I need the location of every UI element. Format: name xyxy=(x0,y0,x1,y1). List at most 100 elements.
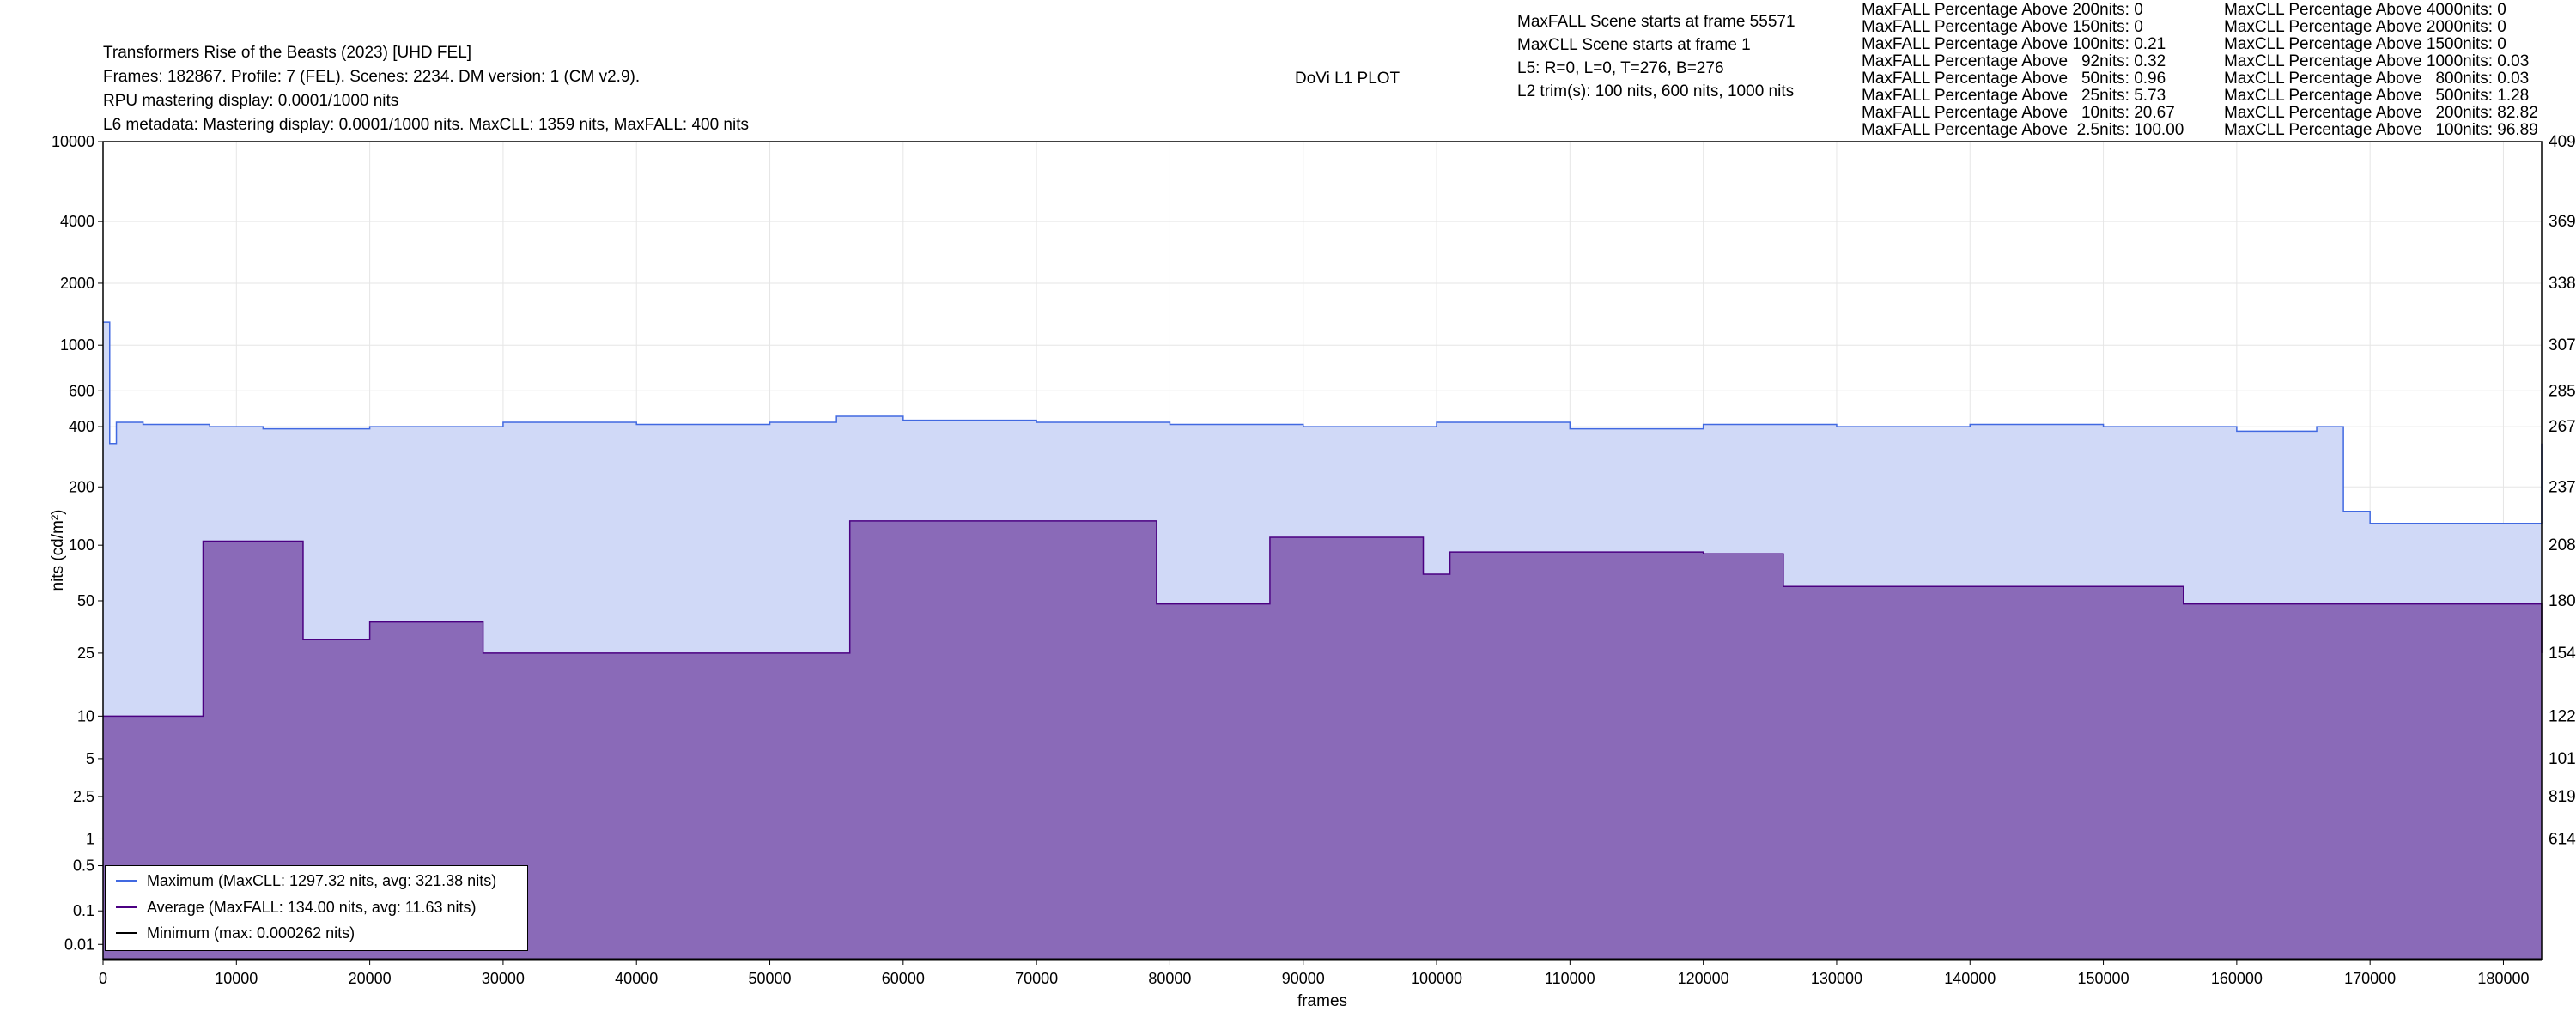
x-tick-label: 20000 xyxy=(349,970,392,987)
maxcll-stat: MaxCLL Percentage Above 800nits: 0.03 xyxy=(2224,70,2530,88)
y-tick-label: 10000 xyxy=(52,133,94,150)
scene-info-line: L2 trim(s): 100 nits, 600 nits, 1000 nit… xyxy=(1517,82,1795,100)
maxfall-stat: MaxFALL Percentage Above 92nits: 0.32 xyxy=(1862,52,2166,70)
y-axis-label: nits (cd/m²) xyxy=(49,510,67,591)
maxfall-stats: MaxFALL Percentage Above 200nits: 0 MaxF… xyxy=(1862,2,2184,139)
y-right-tick-label: 3696 xyxy=(2549,213,2576,231)
y-tick-label: 2.5 xyxy=(73,788,94,805)
x-tick-label: 60000 xyxy=(882,970,925,987)
y-tick-label: 1000 xyxy=(60,336,94,354)
y-right-tick-label: 2851 xyxy=(2549,382,2576,400)
x-tick-label: 80000 xyxy=(1148,970,1191,987)
x-tick-label: 10000 xyxy=(215,970,258,987)
y-right-tick-label: 1803 xyxy=(2549,592,2576,610)
header-rpu-line: RPU mastering display: 0.0001/1000 nits xyxy=(103,92,399,110)
y-tick-label: 0.01 xyxy=(64,936,94,953)
y-right-tick-label: 3079 xyxy=(2549,336,2576,354)
maxcll-stat: MaxCLL Percentage Above 200nits: 82.82 xyxy=(2224,104,2538,122)
legend-label-minimum: Minimum (max: 0.000262 nits) xyxy=(147,924,355,942)
series-line-average xyxy=(103,520,2543,718)
y-axis-left-ticks: 10000 4000 2000 1000 600 400 200 100 50 25 10 5 2.5 1… xyxy=(52,133,103,953)
y-right-tick-label: 1229 xyxy=(2549,707,2576,725)
x-tick-label: 170000 xyxy=(2344,970,2396,987)
legend-item-average: Average (MaxFALL: 134.00 nits, avg: 11.6… xyxy=(116,898,477,917)
y-right-tick-label: 1542 xyxy=(2549,645,2576,663)
x-tick-label: 110000 xyxy=(1545,970,1595,987)
legend-label-average: Average (MaxFALL: 134.00 nits, avg: 11.6… xyxy=(147,898,477,916)
maxcll-stat: MaxCLL Percentage Above 100nits: 96.89 xyxy=(2224,121,2538,139)
y-tick-label: 2000 xyxy=(60,275,94,292)
legend-item-minimum: Minimum (max: 0.000262 nits) xyxy=(116,924,355,942)
header-title: Transformers Rise of the Beasts (2023) [… xyxy=(103,44,472,62)
y-tick-label: 400 xyxy=(69,418,94,435)
header-frames-line: Frames: 182867. Profile: 7 (FEL). Scenes… xyxy=(103,68,641,86)
maxfall-stat: MaxFALL Percentage Above 25nits: 5.73 xyxy=(1862,87,2166,105)
y-tick-label: 4000 xyxy=(60,213,94,230)
maxcll-stat: MaxCLL Percentage Above 500nits: 1.28 xyxy=(2224,87,2530,105)
scene-info-line: MaxCLL Scene starts at frame 1 xyxy=(1517,36,1751,54)
x-tick-label: 120000 xyxy=(1678,970,1729,987)
y-tick-label: 600 xyxy=(69,382,94,399)
x-tick-label: 180000 xyxy=(2477,970,2529,987)
scene-info: MaxFALL Scene starts at frame 55571 MaxC… xyxy=(1517,14,1795,106)
x-tick-label: 90000 xyxy=(1282,970,1325,987)
plot-frame xyxy=(102,141,2543,960)
legend-label-maximum: Maximum (MaxCLL: 1297.32 nits, avg: 321.… xyxy=(147,871,497,889)
maxfall-stat: MaxFALL Percentage Above 100nits: 0.21 xyxy=(1862,35,2166,53)
x-tick-label: 100000 xyxy=(1411,970,1462,987)
chart-legend: Maximum (MaxCLL: 1297.32 nits, avg: 321.… xyxy=(105,865,528,951)
x-tick-label: 30000 xyxy=(482,970,525,987)
plot-title: DoVi L1 PLOT xyxy=(1295,70,1400,88)
y-right-tick-label: 3388 xyxy=(2549,275,2576,293)
x-tick-label: 40000 xyxy=(615,970,658,987)
y-tick-label: 10 xyxy=(77,707,94,724)
maxcll-stat: MaxCLL Percentage Above 1000nits: 0.03 xyxy=(2224,52,2530,70)
maxfall-stat: MaxFALL Percentage Above 10nits: 20.67 xyxy=(1862,104,2175,122)
header-l6-line: L6 metadata: Mastering display: 0.0001/1… xyxy=(103,116,749,134)
legend-swatch-average xyxy=(116,906,137,908)
x-tick-label: 130000 xyxy=(1811,970,1862,987)
x-axis-ticks: 0 10000 20000 30000 40000 50000 60000 70000 8000… xyxy=(99,960,2530,987)
x-tick-label: 160000 xyxy=(2211,970,2263,987)
y-tick-label: 50 xyxy=(77,592,94,609)
maxfall-stat: MaxFALL Percentage Above 150nits: 0 xyxy=(1862,18,2143,36)
y-tick-label: 200 xyxy=(69,478,94,495)
x-tick-label: 50000 xyxy=(748,970,791,987)
x-tick-label: 70000 xyxy=(1015,970,1058,987)
legend-item-maximum: Maximum (MaxCLL: 1297.32 nits, avg: 321.… xyxy=(116,871,496,890)
y-tick-label: 25 xyxy=(77,645,94,662)
header-info: Transformers Rise of the Beasts (2023) [… xyxy=(103,45,749,134)
maxcll-stat: MaxCLL Percentage Above 1500nits: 0 xyxy=(2224,35,2506,53)
y-right-tick-label: 614 xyxy=(2549,830,2576,848)
x-axis-label: frames xyxy=(1297,992,1347,1010)
maxcll-stat: MaxCLL Percentage Above 4000nits: 0 xyxy=(2224,1,2506,19)
y-tick-label: 100 xyxy=(69,536,94,554)
maxcll-stat: MaxCLL Percentage Above 2000nits: 0 xyxy=(2224,18,2506,36)
y-tick-label: 0.5 xyxy=(73,857,94,875)
legend-swatch-minimum xyxy=(116,932,137,934)
legend-swatch-maximum xyxy=(116,880,137,882)
scene-info-line: L5: R=0, L=0, T=276, B=276 xyxy=(1517,59,1724,77)
y-right-tick-label: 4095 xyxy=(2549,133,2576,151)
maxfall-stat: MaxFALL Percentage Above 50nits: 0.96 xyxy=(1862,70,2166,88)
series-area-average xyxy=(103,520,2542,960)
y-tick-label: 1 xyxy=(86,830,94,847)
maxcll-stats: MaxCLL Percentage Above 4000nits: 0 MaxC… xyxy=(2224,2,2538,139)
y-right-tick-label: 1015 xyxy=(2549,750,2576,768)
x-tick-label: 0 xyxy=(99,970,107,987)
series-line-maximum xyxy=(103,321,2543,524)
maxfall-stat: MaxFALL Percentage Above 200nits: 0 xyxy=(1862,1,2143,19)
x-tick-label: 150000 xyxy=(2078,970,2129,987)
series-areas xyxy=(103,322,2542,960)
x-tick-label: 140000 xyxy=(1944,970,1996,987)
y-right-tick-label: 819 xyxy=(2549,788,2576,806)
maxfall-stat: MaxFALL Percentage Above 2.5nits: 100.00 xyxy=(1862,121,2184,139)
y-tick-label: 5 xyxy=(86,750,94,767)
y-tick-label: 0.1 xyxy=(73,902,94,919)
scene-info-line: MaxFALL Scene starts at frame 55571 xyxy=(1517,13,1795,31)
